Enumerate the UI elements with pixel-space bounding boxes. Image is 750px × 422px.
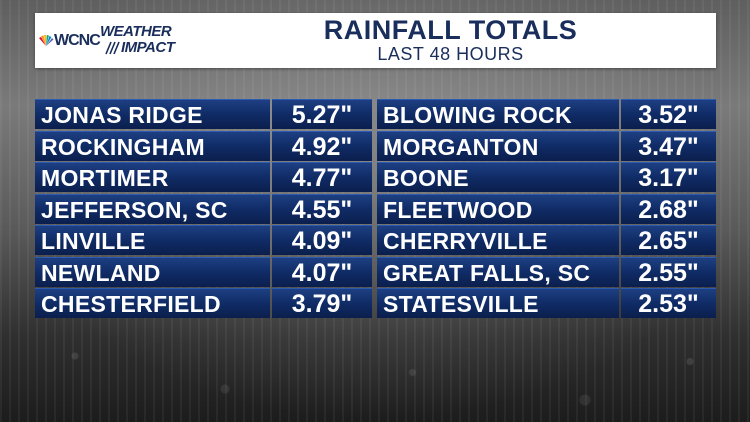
- location-name: FLEETWOOD: [377, 193, 619, 224]
- location-name: MORGANTON: [377, 130, 619, 161]
- table-row: LINVILLE 4.09": [35, 225, 372, 255]
- brand-impact-text: IMPACT: [121, 39, 175, 56]
- table-row: JONAS RIDGE 5.27": [35, 99, 372, 129]
- rainfall-amount: 3.79": [272, 288, 372, 318]
- table-row: CHESTERFIELD 3.79": [35, 288, 372, 318]
- table-row: ROCKINGHAM 4.92": [35, 130, 372, 161]
- location-name: BLOWING ROCK: [377, 99, 619, 129]
- location-name: CHERRYVILLE: [377, 225, 619, 255]
- table-row: MORGANTON 3.47": [377, 130, 716, 161]
- rainfall-table-left: JONAS RIDGE 5.27" ROCKINGHAM 4.92" MORTI…: [35, 99, 372, 320]
- table-row: FLEETWOOD 2.68": [377, 193, 716, 224]
- location-name: CHESTERFIELD: [35, 288, 270, 318]
- station-logo-text: WCNC: [54, 32, 101, 49]
- location-name: ROCKINGHAM: [35, 130, 270, 161]
- brand-weather-text: WEATHER: [100, 23, 172, 40]
- location-name: BOONE: [377, 162, 619, 192]
- rainfall-amount: 4.07": [272, 256, 372, 287]
- rainfall-amount: 3.52": [621, 99, 716, 129]
- rainfall-table-right: BLOWING ROCK 3.52" MORGANTON 3.47" BOONE…: [377, 99, 716, 320]
- table-row: BLOWING ROCK 3.52": [377, 99, 716, 129]
- rainfall-amount: 5.27": [272, 99, 372, 129]
- rainfall-amount: 4.55": [272, 193, 372, 224]
- location-name: STATESVILLE: [377, 288, 619, 318]
- table-row: GREAT FALLS, SC 2.55": [377, 256, 716, 287]
- graphic-subtitle: LAST 48 HOURS: [377, 44, 524, 64]
- rainfall-amount: 2.55": [621, 256, 716, 287]
- rainfall-amount: 2.68": [621, 193, 716, 224]
- table-row: NEWLAND 4.07": [35, 256, 372, 287]
- table-row: CHERRYVILLE 2.65": [377, 225, 716, 255]
- location-name: MORTIMER: [35, 162, 270, 192]
- rainfall-amount: 3.17": [621, 162, 716, 192]
- rainfall-amount: 2.53": [621, 288, 716, 318]
- location-name: JEFFERSON, SC: [35, 193, 270, 224]
- graphic-title: RAINFALL TOTALS: [323, 15, 578, 45]
- peacock-icon: [39, 35, 54, 46]
- location-name: NEWLAND: [35, 256, 270, 287]
- rainfall-amount: 4.77": [272, 162, 372, 192]
- rain-drops-background: [0, 312, 750, 422]
- table-row: MORTIMER 4.77": [35, 162, 372, 192]
- wcnc-weather-impact-logo: WCNC WEATHER IMPACT: [38, 22, 198, 62]
- table-row: JEFFERSON, SC 4.55": [35, 193, 372, 224]
- rainfall-amount: 2.65": [621, 225, 716, 255]
- rainfall-amount: 4.92": [272, 130, 372, 161]
- rainfall-amount: 4.09": [272, 225, 372, 255]
- location-name: GREAT FALLS, SC: [377, 256, 619, 287]
- location-name: JONAS RIDGE: [35, 99, 270, 129]
- rainfall-amount: 3.47": [621, 130, 716, 161]
- slash-marks-icon: [105, 41, 120, 55]
- header-banner: WCNC WEATHER IMPACT RAINFALL TOTALS LAST…: [35, 13, 716, 68]
- table-row: STATESVILLE 2.53": [377, 288, 716, 318]
- location-name: LINVILLE: [35, 225, 270, 255]
- table-row: BOONE 3.17": [377, 162, 716, 192]
